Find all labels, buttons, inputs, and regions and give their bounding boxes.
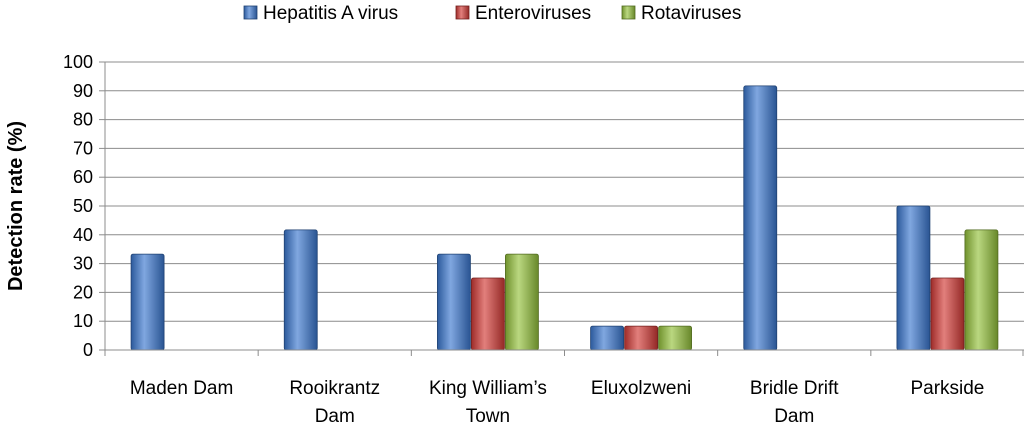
y-tick-label: 40 [73,225,93,245]
y-tick-label: 30 [73,254,93,274]
bar [437,253,471,351]
bar [658,325,692,351]
y-tick-label: 60 [73,167,93,187]
x-axis: Maden Dam Rooikrantz Dam King William’s Town… [104,349,1024,427]
bar [283,229,318,351]
bar [590,325,624,351]
x-category-label: Parkside [910,378,984,399]
legend: Hepatitis A virus Enteroviruses Rotaviruse… [243,3,741,24]
y-tick-label: 10 [73,311,93,331]
legend-label: Enteroviruses [475,3,591,24]
x-category-label: Maden Dam [130,378,234,399]
y-tick-label: 50 [73,196,93,216]
legend-swatch [455,5,470,20]
bar [471,277,505,351]
y-tick-label: 100 [63,52,93,72]
bar [624,325,658,351]
y-tick-label: 90 [73,81,93,101]
gridlines [105,61,1024,351]
bar [505,253,539,351]
bar [964,229,999,351]
bar [743,85,778,351]
bar [930,277,965,351]
y-axis-label: Detection rate (%) [5,121,27,291]
y-tick-label: 0 [83,340,93,360]
legend-swatch [243,5,258,20]
y-tick-label: 80 [73,110,93,130]
bar [896,205,931,351]
x-category-label: Rooikrantz Dam [289,378,380,427]
legend-label: Hepatitis A virus [263,3,398,24]
y-tick-label: 70 [73,138,93,158]
bars [130,85,999,351]
x-category-label: King William’s Town [429,378,547,427]
bar [130,253,165,351]
legend-label: Rotaviruses [641,3,741,24]
x-category-label: Bridle Drift Dam [750,378,839,427]
y-tick-label: 20 [73,282,93,302]
y-axis: 0 10 20 30 40 50 60 70 80 90 100 [63,52,106,360]
x-category-label: Eluxolzweni [591,378,691,399]
legend-swatch [621,5,636,20]
